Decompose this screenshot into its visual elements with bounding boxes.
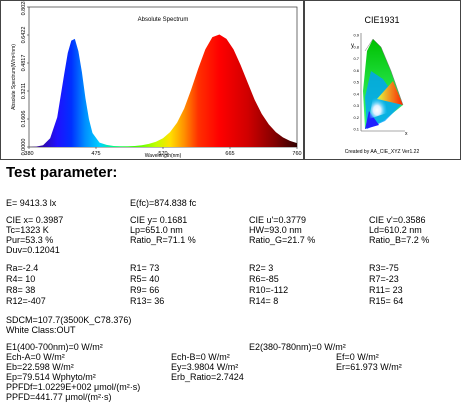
spectrum-area	[29, 34, 297, 147]
param-e: E= 9413.3 lx	[6, 198, 57, 208]
cie-white-region	[369, 97, 387, 119]
cie-tick-label: 0.5	[353, 80, 359, 85]
cie-tick-label: 0.6	[353, 68, 359, 73]
param-cie-v: CIE v'=0.3586	[369, 215, 426, 225]
cie-tick-label: 0.9	[353, 33, 359, 38]
y-tick-label: 0.1606	[21, 111, 27, 128]
cie-tick-label: 0.1	[353, 127, 359, 132]
param-ech-b: Ech-B=0 W/m²	[171, 352, 230, 362]
x-tick-label: 570	[158, 151, 167, 157]
cie-locus-outline	[364, 38, 404, 106]
param-ppfdf: PPFDf=1.0229E+002 μmol/(m²·s)	[6, 382, 141, 392]
cie-x-label: x	[405, 131, 408, 137]
y-axis-label: Absolute Spectrum(W/m²/nm)	[11, 44, 17, 110]
y-tick-label: 0.0000	[21, 139, 27, 156]
param-duv: Duv=0.12041	[6, 245, 60, 255]
param-r12: R12=-407	[6, 296, 46, 306]
param-r7: R7=-23	[369, 274, 399, 284]
param-r10: R10=-112	[249, 285, 289, 295]
param-r3: R3=-75	[369, 263, 399, 273]
test-parameter-heading: Test parameter:	[6, 164, 118, 181]
cie-tick-label: 0.3	[353, 103, 359, 108]
param-eb: Eb=22.598 W/m²	[6, 362, 74, 372]
param-r6: R6=-85	[249, 274, 279, 284]
param-r13: R13= 36	[130, 296, 165, 306]
param-cie-x: CIE x= 0.3987	[6, 215, 64, 225]
param-sdcm: SDCM=107.7(3500K_C78.376)	[6, 315, 132, 325]
param-e2: E2(380-780nm)=0 W/m²	[249, 342, 346, 352]
param-ef: Ef=0 W/m²	[336, 352, 379, 362]
param-erb: Erb_Ratio=2.7424	[171, 372, 244, 382]
param-r2: R2= 3	[249, 263, 274, 273]
cie-tick-label: 0.7	[353, 56, 359, 61]
x-tick-label: 475	[91, 151, 100, 157]
cie-tick-label: 0.2	[353, 115, 359, 120]
param-hw: HW=93.0 nm	[249, 225, 302, 235]
param-ratio-r: Ratio_R=71.1 %	[130, 235, 196, 245]
param-r8: R8= 38	[6, 285, 36, 295]
x-tick-label: 665	[225, 151, 234, 157]
x-tick-label: 760	[292, 151, 301, 157]
param-r9: R9= 66	[130, 285, 160, 295]
param-ppfd: PPFD=441.77 μmol/(m²·s)	[6, 392, 112, 402]
param-tc: Tc=1323 K	[6, 225, 49, 235]
param-r11: R11= 23	[369, 285, 403, 295]
param-er: Er=61.973 W/m²	[336, 362, 402, 372]
x-axis-label: Wavelength(nm)	[145, 153, 182, 159]
y-tick-label: 0.4817	[21, 55, 27, 72]
y-tick-label: 0.6422	[21, 27, 27, 44]
cie-locus-violet	[365, 111, 379, 129]
param-lp: Lp=651.0 nm	[130, 225, 183, 235]
y-tick-label: 0.3211	[21, 83, 27, 99]
cie-tick-label: 0.8	[353, 44, 359, 49]
cie-plot: CIE1931 y 0.90.80.70.60.50.40.30.20.1 x …	[345, 15, 420, 155]
param-ey: Ey=3.9804 W/m²	[171, 362, 239, 372]
y-tick-label: 0.8028	[21, 1, 27, 15]
param-efc: E(fc)=874.838 fc	[130, 198, 197, 208]
param-cie-u: CIE u'=0.3779	[249, 215, 307, 225]
param-ratio-b: Ratio_B=7.2 %	[369, 235, 430, 245]
param-r1: R1= 73	[130, 263, 160, 273]
param-ratio-g: Ratio_G=21.7 %	[249, 235, 316, 245]
param-r4: R4= 10	[6, 274, 36, 284]
param-e1: E1(400-700nm)=0 W/m²	[6, 342, 103, 352]
spectrum-plot: Absolute Spectrum 380 475 570 665 760 Waveleng…	[11, 1, 302, 159]
param-white-class: White Class:OUT	[6, 325, 76, 335]
cie-tick-label: 0.4	[353, 91, 359, 96]
param-ld: Ld=610.2 nm	[369, 225, 422, 235]
param-cie-y: CIE y= 0.1681	[130, 215, 188, 225]
cie-title: CIE1931	[364, 15, 399, 25]
cie-credit: Created by AA_CIE_XYZ Ver1.22	[345, 149, 420, 155]
param-ech-a: Ech-A=0 W/m²	[6, 352, 65, 362]
cie-ticks: 0.9 0.8 0.7 0.6 0.5 0.4 0.3 0.2 0.1	[353, 33, 359, 132]
spectrum-chart: Absolute Spectrum 380 475 570 665 760 Waveleng…	[0, 0, 304, 160]
param-r14: R14= 8	[249, 296, 279, 306]
param-r5: R5= 40	[130, 274, 160, 284]
cie-y-label: y	[351, 43, 354, 49]
param-pur: Pur=53.3 %	[6, 235, 54, 245]
param-ep: Ep=79.514 Wphyto/m²	[6, 372, 96, 382]
x-tick-label: 380	[24, 151, 33, 157]
chart-title: Absolute Spectrum	[138, 17, 189, 23]
cie-chart: CIE1931 y 0.9 0.8 0.7 0.6 0.5 0.4 0.3 0.2 0.1 x …	[304, 0, 461, 160]
param-r15: R15= 64	[369, 296, 404, 306]
param-ra: Ra=-2.4	[6, 263, 39, 273]
